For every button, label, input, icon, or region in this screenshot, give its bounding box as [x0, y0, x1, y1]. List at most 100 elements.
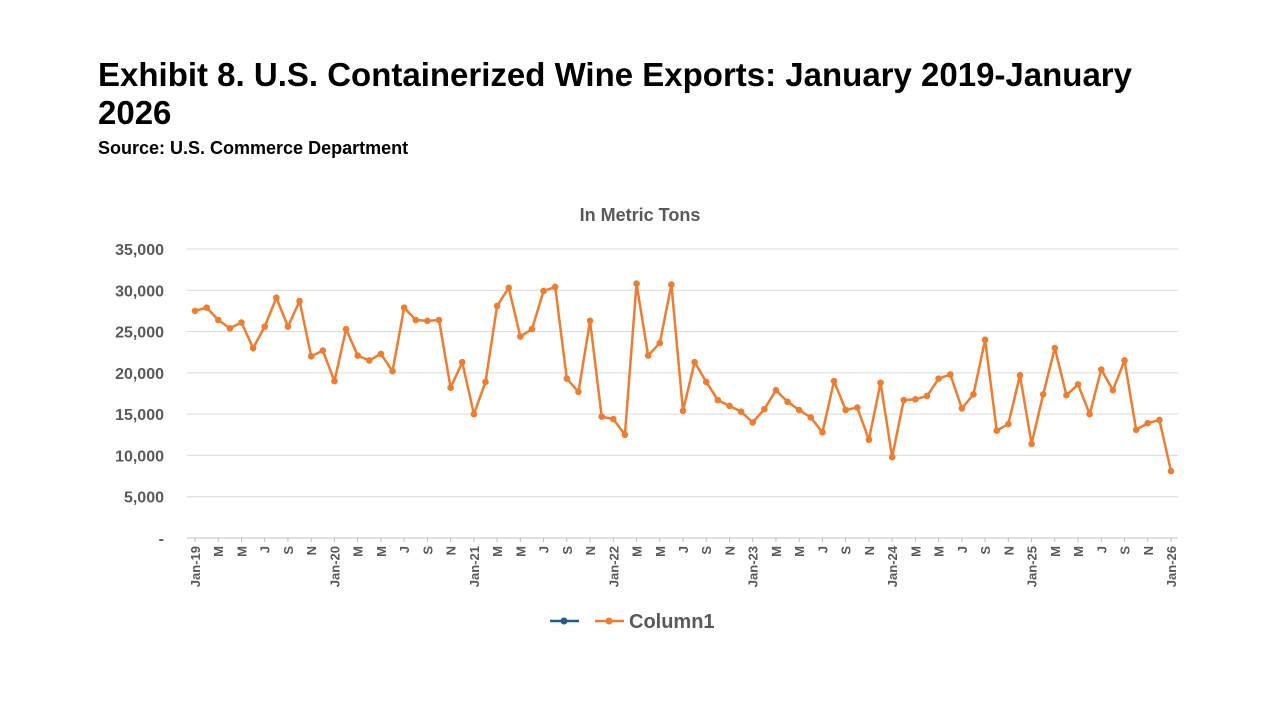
- data-point: [249, 344, 257, 352]
- data-point: [493, 302, 501, 310]
- data-point: [656, 339, 664, 347]
- data-point: [609, 415, 617, 423]
- series-line: [194, 282, 1173, 472]
- data-point: [1144, 419, 1152, 427]
- data-point: [1051, 344, 1059, 352]
- data-point: [737, 408, 745, 415]
- x-tick-label: N: [304, 546, 319, 555]
- x-tick-label: M: [932, 546, 947, 557]
- x-tick-label: J: [1094, 546, 1109, 553]
- data-point: [981, 336, 989, 344]
- x-tick-label: M: [1048, 546, 1063, 557]
- data-point: [319, 347, 327, 354]
- x-tick-label: Jan-23: [746, 546, 761, 587]
- data-point: [1097, 366, 1105, 373]
- data-point: [1121, 357, 1128, 364]
- data-point: [946, 371, 954, 378]
- y-axis: - 5,000 10,000 15,000 20,000 25,000 30,000 35,0…: [115, 242, 164, 548]
- data-point: [191, 307, 199, 315]
- data-point: [273, 294, 280, 302]
- y-tick-label: 35,000: [115, 242, 164, 259]
- legend: Column1: [550, 611, 715, 633]
- data-point: [1039, 391, 1047, 398]
- x-tick-label: Jan-24: [885, 545, 900, 587]
- data-point: [749, 419, 757, 426]
- y-tick-label: 10,000: [115, 448, 164, 465]
- x-tick-label: N: [862, 546, 877, 555]
- data-point: [598, 413, 605, 420]
- data-point: [772, 386, 780, 394]
- data-point: [888, 453, 896, 461]
- data-point: [900, 396, 908, 404]
- x-tick-label: S: [978, 546, 993, 555]
- x-tick-label: M: [1071, 546, 1086, 557]
- data-point: [691, 358, 698, 366]
- data-point: [877, 379, 884, 387]
- data-point: [551, 283, 559, 291]
- x-tick-label: N: [1141, 546, 1156, 555]
- data-point: [807, 414, 815, 421]
- x-tick-label: J: [815, 546, 830, 553]
- x-tick-label: S: [699, 546, 714, 555]
- data-point: [1063, 391, 1070, 399]
- data-point: [668, 281, 675, 288]
- legend-label-column1: Column1: [629, 611, 715, 633]
- data-point: [993, 427, 1001, 434]
- chart-subtitle: In Metric Tons: [580, 205, 701, 225]
- x-tick-label: J: [258, 546, 273, 553]
- data-point: [830, 377, 838, 385]
- data-point: [458, 358, 466, 366]
- x-tick-label: M: [792, 546, 807, 557]
- x-tick-label: J: [955, 546, 970, 553]
- series-column1: [191, 280, 1175, 475]
- data-point: [470, 410, 478, 418]
- gridlines: [187, 248, 1178, 539]
- x-tick-label: M: [769, 546, 784, 557]
- x-tick-label: Jan-22: [606, 546, 621, 587]
- data-point: [238, 319, 245, 326]
- x-tick-label: Jan-21: [467, 546, 482, 587]
- y-tick-label: 25,000: [115, 325, 164, 342]
- data-point: [226, 324, 234, 332]
- y-tick-label: 5,000: [124, 490, 164, 507]
- data-point: [958, 405, 966, 412]
- data-point: [424, 317, 431, 325]
- data-point: [702, 378, 710, 386]
- x-tick-label: Jan-26: [1164, 546, 1179, 587]
- data-point: [1005, 420, 1012, 428]
- data-point: [505, 284, 513, 292]
- data-point: [621, 431, 629, 439]
- data-point: [1132, 426, 1140, 434]
- data-point: [203, 304, 210, 311]
- data-point: [482, 378, 489, 386]
- x-tick-label: M: [490, 546, 505, 557]
- data-point: [331, 377, 338, 385]
- x-tick-label: Jan-19: [188, 546, 203, 587]
- chart-title: Exhibit 8. U.S. Containerized Wine Expor…: [98, 56, 1133, 131]
- x-tick-label: Jan-20: [327, 546, 342, 587]
- data-point: [412, 316, 420, 324]
- x-tick-label: S: [281, 546, 296, 555]
- x-tick-label: M: [351, 546, 366, 557]
- data-point: [400, 304, 408, 311]
- data-point: [644, 352, 652, 359]
- legend-marker-2-dot: [605, 617, 613, 625]
- y-tick-label: 30,000: [115, 283, 164, 300]
- data-point: [354, 352, 361, 359]
- data-point: [912, 395, 919, 403]
- data-point: [923, 392, 931, 400]
- data-point: [842, 406, 849, 414]
- data-point: [714, 396, 722, 404]
- data-point: [307, 353, 315, 360]
- x-tick-label: J: [537, 546, 552, 553]
- x-tick-label: N: [1001, 546, 1016, 555]
- data-point: [1028, 440, 1035, 448]
- data-point: [575, 388, 582, 396]
- x-tick-label: S: [420, 546, 435, 555]
- x-tick-label: J: [676, 546, 691, 553]
- data-point: [517, 333, 524, 340]
- data-point: [679, 407, 687, 415]
- data-point: [342, 325, 350, 333]
- data-point: [377, 350, 385, 358]
